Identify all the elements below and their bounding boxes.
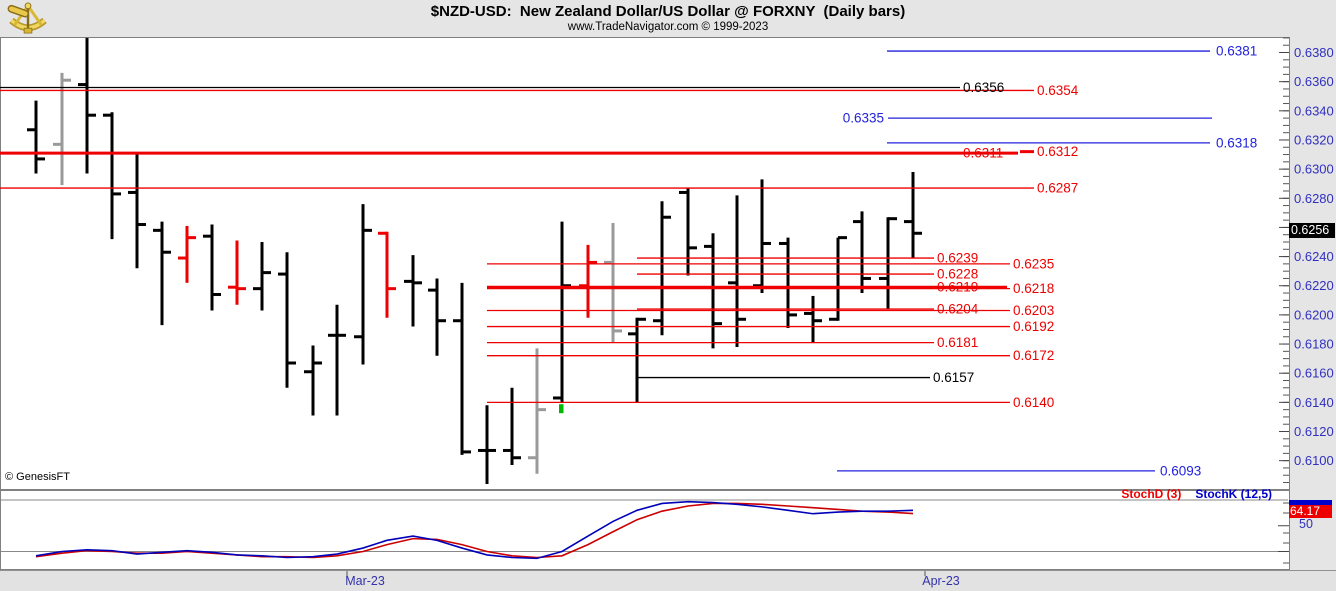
price-axis-label: 0.6300: [1294, 162, 1334, 177]
price-axis-label: 0.6240: [1294, 249, 1334, 264]
stochastic-legend: StochD (3) StochK (12,5): [1000, 487, 1272, 501]
last-price-badge: 0.6256: [1289, 223, 1335, 238]
price-chart-panel[interactable]: [0, 37, 1290, 490]
price-axis-label: 0.6180: [1294, 337, 1334, 352]
price-axis-label: 0.6380: [1294, 45, 1334, 60]
stochk-value-badge: [1289, 500, 1332, 505]
stochd-value-badge: 64.17: [1289, 505, 1332, 518]
stochk-legend-label[interactable]: StochK (12,5): [1195, 487, 1272, 501]
price-axis-label: 0.6100: [1294, 453, 1334, 468]
date-axis-label: Apr-23: [922, 574, 960, 588]
chart-title: $NZD-USD: New Zealand Dollar/US Dollar @…: [430, 3, 906, 20]
stochastic-panel[interactable]: [0, 490, 1290, 570]
price-axis-label: 0.6200: [1294, 307, 1334, 322]
date-axis: Mar-23 Apr-23: [0, 570, 1336, 591]
price-axis-label: 0.6220: [1294, 278, 1334, 293]
price-axis-label: 0.6160: [1294, 366, 1334, 381]
genesisft-watermark: © GenesisFT: [5, 471, 70, 483]
stochd-legend-label[interactable]: StochD (3): [1121, 487, 1182, 501]
chart-subtitle: www.TradeNavigator.com © 1999-2023: [567, 21, 769, 33]
date-axis-label: Mar-23: [345, 574, 385, 588]
price-axis-label: 0.6280: [1294, 191, 1334, 206]
price-axis-label: 0.6340: [1294, 103, 1334, 118]
stoch-50-axis-label: 50: [1299, 517, 1313, 531]
price-axis-label: 0.6320: [1294, 132, 1334, 147]
genesisft-sextant-logo: [7, 2, 47, 34]
price-axis-label: 0.6140: [1294, 395, 1334, 410]
price-axis-label: 0.6360: [1294, 74, 1334, 89]
price-axis-label: 0.6120: [1294, 424, 1334, 439]
